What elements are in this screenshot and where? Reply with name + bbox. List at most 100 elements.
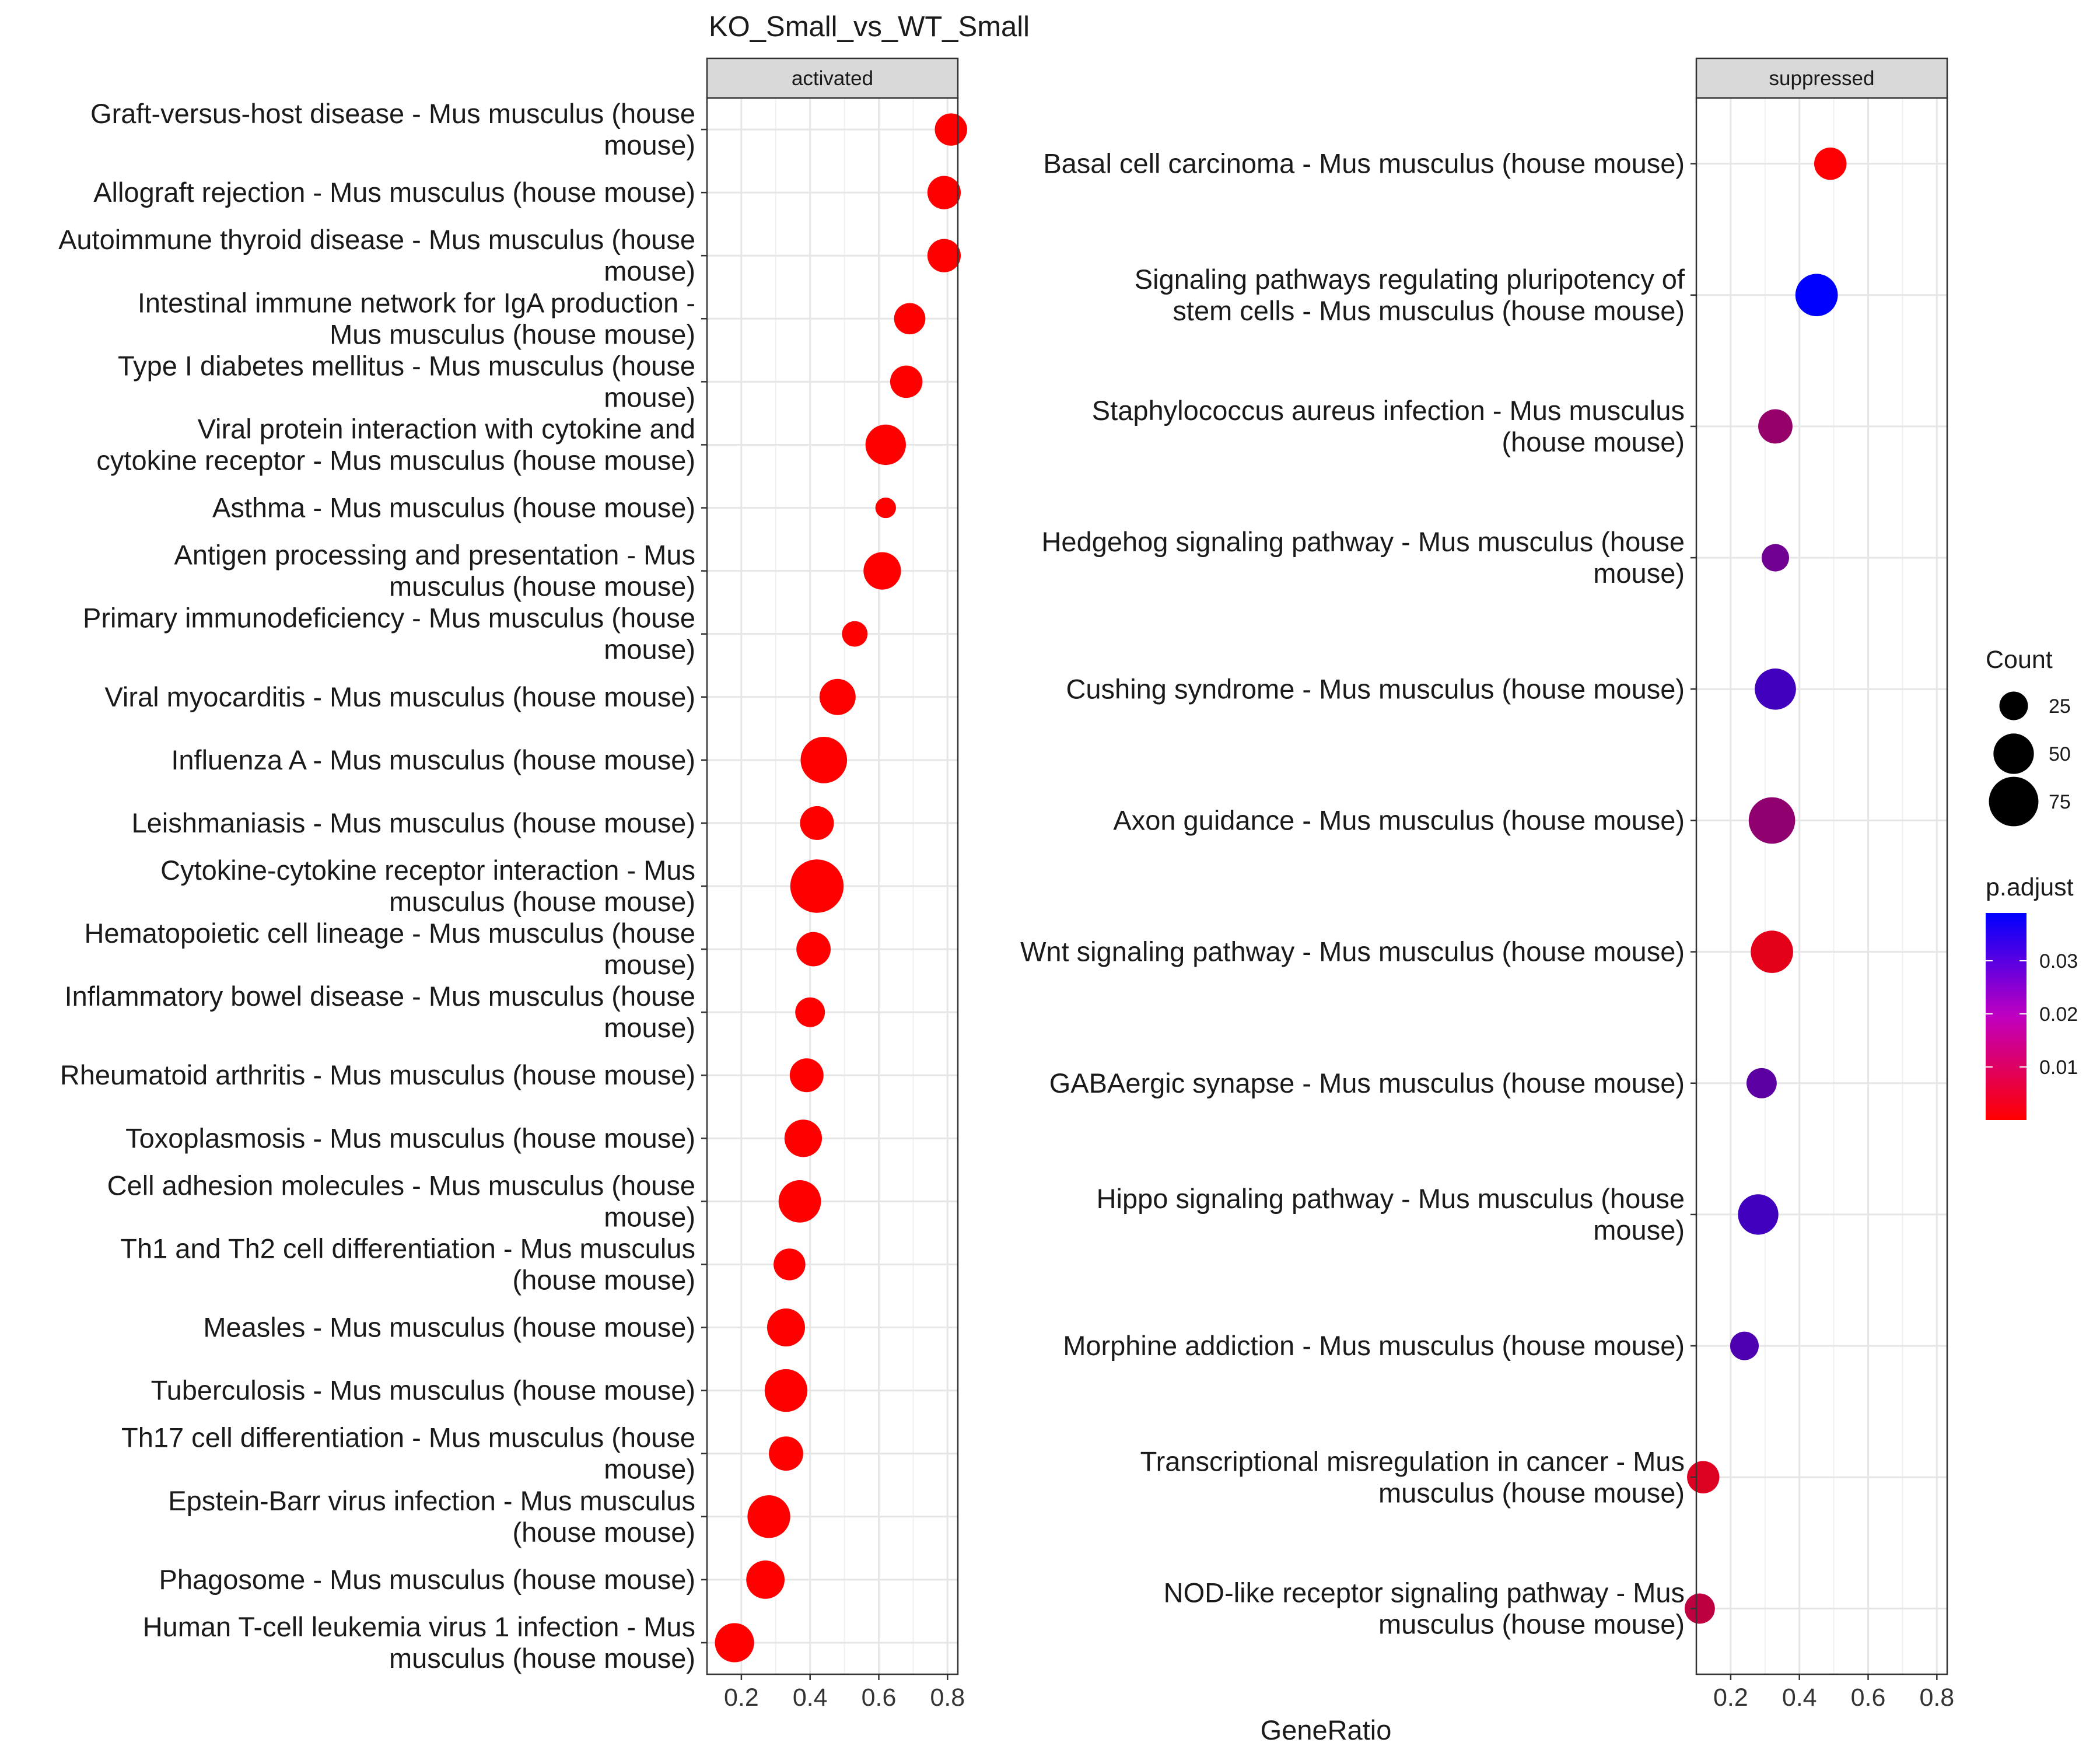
y-tick-label-line: Hematopoietic cell lineage - Mus musculu… bbox=[84, 918, 695, 949]
x-tick-label: 0.2 bbox=[724, 1684, 759, 1712]
y-tick-label: Staphylococcus aureus infection - Mus mu… bbox=[1092, 395, 1685, 457]
strip-label: activated bbox=[792, 67, 873, 90]
y-tick-label-line: Wnt signaling pathway - Mus musculus (ho… bbox=[1020, 936, 1685, 967]
data-point bbox=[1684, 1593, 1715, 1624]
data-point bbox=[746, 1560, 785, 1599]
data-point bbox=[774, 1248, 806, 1280]
panel-strip bbox=[706, 57, 959, 99]
panel-activated: activated Graft-versus-host disease - Mus… bbox=[58, 57, 967, 1712]
y-tick-label-line: NOD-like receptor signaling pathway - Mu… bbox=[1164, 1577, 1685, 1608]
y-tick-label: Basal cell carcinoma - Mus musculus (hou… bbox=[1043, 148, 1685, 179]
y-tick-label-line: Staphylococcus aureus infection - Mus mu… bbox=[1092, 395, 1685, 426]
panel-background bbox=[1696, 98, 1947, 1674]
y-tick-label-line: mouse) bbox=[604, 1201, 695, 1232]
data-point bbox=[842, 621, 868, 647]
data-point bbox=[894, 303, 926, 335]
data-point bbox=[1795, 274, 1838, 317]
data-point bbox=[1746, 1068, 1777, 1098]
y-tick-label-line: Mus musculus (house mouse) bbox=[330, 319, 695, 349]
y-tick-label-line: mouse) bbox=[1593, 1215, 1685, 1245]
y-tick-label-line: Measles - Mus musculus (house mouse) bbox=[203, 1312, 695, 1343]
data-point bbox=[796, 932, 831, 967]
color-legend-label: 0.02 bbox=[2039, 1003, 2078, 1026]
y-tick-label-line: Cytokine-cytokine receptor interaction -… bbox=[160, 855, 695, 886]
y-tick-label-line: Th17 cell differentiation - Mus musculus… bbox=[121, 1422, 695, 1453]
data-point bbox=[1758, 409, 1793, 444]
y-tick-label: Antigen processing and presentation - Mu… bbox=[174, 540, 695, 602]
y-tick-label: Hippo signaling pathway - Mus musculus (… bbox=[1097, 1183, 1685, 1245]
y-tick-label-line: musculus (house mouse) bbox=[389, 571, 695, 602]
y-tick-label-line: Phagosome - Mus musculus (house mouse) bbox=[159, 1564, 695, 1595]
x-tick-label: 0.8 bbox=[1919, 1684, 1954, 1712]
y-tick-label: Cytokine-cytokine receptor interaction -… bbox=[160, 855, 695, 917]
data-point bbox=[764, 1369, 808, 1412]
y-tick-label-line: musculus (house mouse) bbox=[389, 886, 695, 917]
y-tick-label: Autoimmune thyroid disease - Mus musculu… bbox=[58, 224, 695, 286]
x-tick-label: 0.2 bbox=[1713, 1684, 1748, 1712]
panel-strip bbox=[1695, 57, 1948, 99]
y-tick-label: NOD-like receptor signaling pathway - Mu… bbox=[1164, 1577, 1685, 1639]
data-point bbox=[715, 1623, 754, 1663]
data-point bbox=[935, 113, 967, 146]
y-tick-label-line: Cell adhesion molecules - Mus musculus (… bbox=[107, 1170, 695, 1201]
y-tick-label-line: GABAergic synapse - Mus musculus (house … bbox=[1049, 1068, 1685, 1098]
data-point bbox=[1687, 1461, 1720, 1493]
y-tick-label: Morphine addiction - Mus musculus (house… bbox=[1063, 1330, 1685, 1361]
data-point bbox=[747, 1495, 790, 1538]
data-point bbox=[766, 1308, 805, 1347]
y-tick-label: Hematopoietic cell lineage - Mus musculu… bbox=[84, 918, 695, 980]
color-legend-label: 0.03 bbox=[2039, 950, 2078, 972]
y-tick-label-line: Morphine addiction - Mus musculus (house… bbox=[1063, 1330, 1685, 1361]
y-tick-label-line: mouse) bbox=[1593, 558, 1685, 589]
x-tick-label: 0.4 bbox=[1782, 1684, 1817, 1712]
x-tick-label: 0.6 bbox=[1851, 1684, 1886, 1712]
y-tick-label: Viral protein interaction with cytokine … bbox=[96, 413, 695, 475]
y-tick-label: Th17 cell differentiation - Mus musculus… bbox=[121, 1422, 695, 1485]
data-point bbox=[1761, 544, 1789, 572]
y-tick-label: Rheumatoid arthritis - Mus musculus (hou… bbox=[60, 1059, 695, 1090]
y-tick-label: Type I diabetes mellitus - Mus musculus … bbox=[118, 350, 695, 412]
data-point bbox=[789, 1058, 824, 1093]
y-tick-label-line: (house mouse) bbox=[513, 1264, 696, 1295]
data-point bbox=[819, 678, 856, 715]
data-point bbox=[927, 239, 961, 272]
color-legend-bar bbox=[1986, 913, 2027, 1120]
y-tick-label-line: Leishmaniasis - Mus musculus (house mous… bbox=[132, 807, 695, 838]
y-tick-label-line: Influenza A - Mus musculus (house mouse) bbox=[171, 744, 695, 775]
data-point bbox=[890, 365, 923, 398]
data-point bbox=[778, 1180, 821, 1223]
data-point bbox=[865, 424, 906, 466]
y-tick-label-line: Inflammatory bowel disease - Mus musculu… bbox=[65, 981, 695, 1012]
y-tick-label-line: musculus (house mouse) bbox=[1378, 1608, 1685, 1639]
y-tick-label-line: Viral myocarditis - Mus musculus (house … bbox=[104, 681, 695, 712]
size-legend-title: Count bbox=[1986, 646, 2053, 674]
x-tick-label: 0.8 bbox=[930, 1684, 965, 1712]
y-tick-label: Human T-cell leukemia virus 1 infection … bbox=[143, 1611, 695, 1674]
y-tick-label-line: mouse) bbox=[604, 382, 695, 412]
data-point bbox=[784, 1119, 822, 1157]
y-tick-label-line: mouse) bbox=[604, 634, 695, 665]
chart-title: KO_Small_vs_WT_Small bbox=[709, 11, 1030, 43]
y-tick-label: Hedgehog signaling pathway - Mus musculu… bbox=[1041, 526, 1685, 589]
y-tick-label: Allograft rejection - Mus musculus (hous… bbox=[93, 177, 695, 208]
y-tick-label-line: Hippo signaling pathway - Mus musculus (… bbox=[1097, 1183, 1685, 1214]
size-legend-label: 75 bbox=[2049, 791, 2071, 813]
y-tick-label-line: Axon guidance - Mus musculus (house mous… bbox=[1113, 804, 1685, 835]
y-tick-label-line: musculus (house mouse) bbox=[1378, 1477, 1685, 1508]
data-point bbox=[1755, 668, 1796, 710]
data-point bbox=[800, 806, 834, 840]
y-tick-label-line: stem cells - Mus musculus (house mouse) bbox=[1172, 295, 1685, 326]
y-tick-label: Tuberculosis - Mus musculus (house mouse… bbox=[151, 1375, 695, 1406]
data-point bbox=[1748, 797, 1796, 844]
strip-label: suppressed bbox=[1769, 67, 1875, 90]
y-tick-label-line: Epstein-Barr virus infection - Mus muscu… bbox=[168, 1485, 695, 1516]
y-tick-label: Wnt signaling pathway - Mus musculus (ho… bbox=[1020, 936, 1685, 967]
y-tick-label-line: mouse) bbox=[604, 256, 695, 286]
x-tick-label: 0.6 bbox=[862, 1684, 897, 1712]
data-point bbox=[790, 859, 844, 913]
x-axis-label: GeneRatio bbox=[1261, 1714, 1392, 1745]
data-point bbox=[795, 997, 825, 1027]
panel-suppressed: suppressed Basal cell carcinoma - Mus mus… bbox=[1020, 57, 1954, 1712]
size-legend-label: 50 bbox=[2049, 743, 2071, 765]
